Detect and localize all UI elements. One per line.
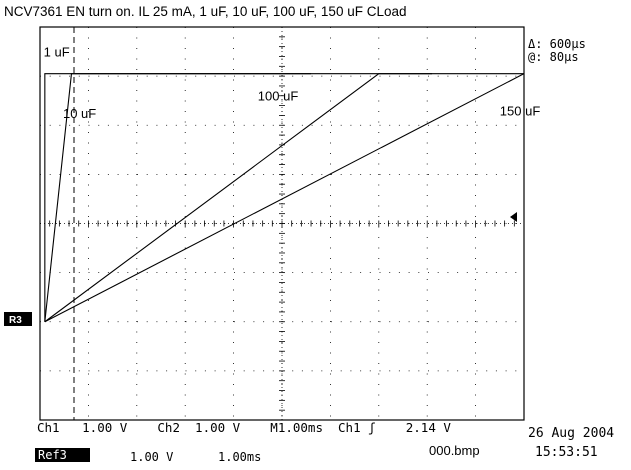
series-10-uf-line bbox=[44, 73, 433, 322]
ref3-label: Ref3 bbox=[38, 448, 67, 462]
chart-title: NCV7361 EN turn on. IL 25 mA, 1 uF, 10 u… bbox=[4, 4, 407, 19]
series-10-uf-label: 10 uF bbox=[63, 106, 96, 121]
date-label: 26 Aug 2004 bbox=[528, 426, 614, 441]
series-150-uf-line bbox=[44, 73, 525, 323]
series-layer: 1 uF 10 uF 100 uF 150 uF bbox=[44, 44, 541, 323]
ref3-badge bbox=[35, 448, 90, 462]
filename-label: 000.bmp bbox=[429, 443, 480, 458]
trigger-level-marker bbox=[510, 212, 517, 222]
series-1-uf-label: 1 uF bbox=[44, 44, 70, 59]
at-readout: @: 80μs bbox=[528, 50, 579, 64]
delta-readout: Δ: 600μs bbox=[528, 37, 586, 51]
series-150-uf-label: 150 uF bbox=[500, 103, 541, 118]
ref3-time: 1.00ms bbox=[218, 450, 261, 464]
series-100-uf-label: 100 uF bbox=[258, 89, 299, 104]
ref3-volts: 1.00 V bbox=[130, 450, 173, 464]
series-100-uf-line bbox=[44, 73, 524, 323]
channel-settings-readout: Ch1 1.00 V Ch2 1.00 V M1.00ms Ch1 ʃ 2.14… bbox=[37, 420, 451, 435]
ref-marker-label: R3 bbox=[9, 315, 22, 326]
center-graticule bbox=[39, 26, 525, 421]
ref-marker-box bbox=[4, 312, 32, 326]
time-label: 15:53:51 bbox=[535, 445, 598, 460]
